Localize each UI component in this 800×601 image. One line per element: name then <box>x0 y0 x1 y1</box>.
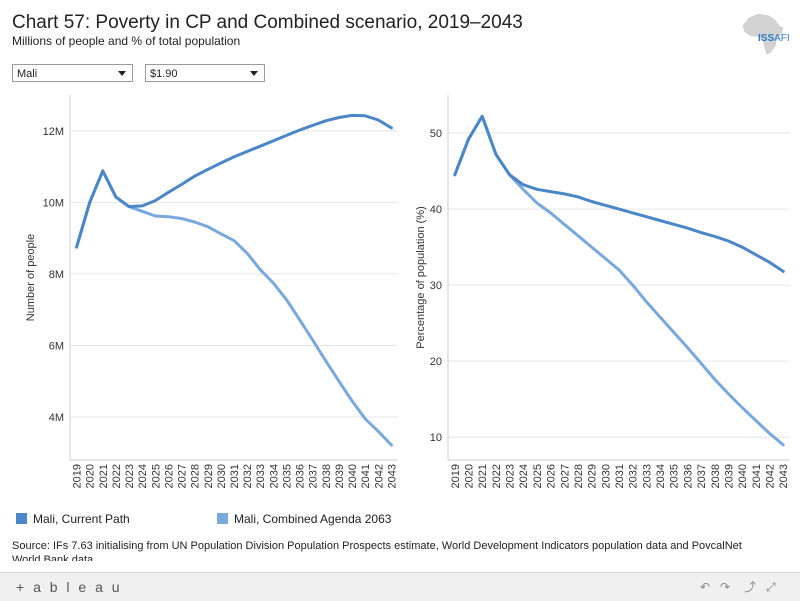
x-tick-label: 2038 <box>710 464 722 488</box>
x-tick-label: 2019 <box>72 464 84 488</box>
x-tick-label: 2037 <box>308 464 320 488</box>
y-tick-label: 12M <box>43 126 64 138</box>
y-tick-label: 20 <box>430 356 442 368</box>
y-tick-label: 10 <box>430 432 442 444</box>
chart-people: 4M 6M 8M 10M 12M 2019 2020 2021 2022 2023 2024 2025… <box>25 95 398 488</box>
x-tick-label: 2021 <box>98 464 110 488</box>
x-tick-label: 2034 <box>655 464 667 488</box>
chevron-down-icon <box>250 71 258 76</box>
x-tick-label: 2025 <box>150 464 162 488</box>
x-tick-label: 2033 <box>255 464 267 488</box>
y-axis-label: Percentage of population (%) <box>415 206 427 348</box>
country-select-value: Mali <box>17 68 38 80</box>
x-tick-label: 2023 <box>124 464 136 488</box>
poverty-line-select-value: $1.90 <box>150 68 178 80</box>
x-tick-label: 2038 <box>321 464 333 488</box>
y-tick-label: 10M <box>43 197 64 209</box>
tableau-footer: + a b l e a u ↶ ↷ ⤴ ⤢ <box>0 572 800 601</box>
x-tick-label: 2024 <box>518 464 530 488</box>
legend-label-combined-agenda: Mali, Combined Agenda 2063 <box>234 512 392 526</box>
source-note: Source: IFs 7.63 initialising from UN Po… <box>12 540 742 561</box>
x-tick-label: 2039 <box>334 464 346 488</box>
x-tick-label: 2022 <box>111 464 123 488</box>
undo-icon[interactable]: ↶ <box>700 580 711 594</box>
logo-text-sub: AFI <box>774 33 790 44</box>
x-tick-label: 2041 <box>751 464 763 488</box>
x-tick-label: 2026 <box>163 464 175 488</box>
x-tick-label: 2027 <box>559 464 571 488</box>
x-tick-label: 2022 <box>491 464 503 488</box>
x-tick-label: 2043 <box>778 464 790 488</box>
y-tick-label: 50 <box>430 128 442 140</box>
redo-icon[interactable]: ↷ <box>720 580 731 594</box>
x-tick-label: 2024 <box>137 464 149 488</box>
x-tick-label: 2020 <box>464 464 476 488</box>
x-tick-label: 2040 <box>347 464 359 488</box>
x-tick-label: 2032 <box>628 464 640 488</box>
page-subtitle: Millions of people and % of total popula… <box>12 34 241 48</box>
x-tick-label: 2030 <box>216 464 228 488</box>
x-tick-label: 2043 <box>386 464 398 488</box>
logo-text-main: ISS <box>758 33 775 44</box>
x-tick-label: 2028 <box>190 464 202 488</box>
legend-item-current-path[interactable]: Mali, Current Path <box>16 512 130 526</box>
legend-label-current-path: Mali, Current Path <box>33 512 130 526</box>
x-tick-label: 2025 <box>532 464 544 488</box>
x-tick-label: 2034 <box>268 464 280 488</box>
y-tick-label: 40 <box>430 204 442 216</box>
x-tick-label: 2039 <box>723 464 735 488</box>
share-icon[interactable]: ⤴ <box>744 580 757 594</box>
series-line-mali-combined-agenda-2063 <box>75 169 393 447</box>
x-tick-label: 2031 <box>229 464 241 488</box>
x-tick-label: 2032 <box>242 464 254 488</box>
x-tick-label: 2042 <box>373 464 385 488</box>
x-tick-label: 2042 <box>764 464 776 488</box>
series-line-mali-current-path <box>75 113 393 249</box>
fullscreen-icon[interactable]: ⤢ <box>766 580 776 594</box>
x-tick-label: 2037 <box>696 464 708 488</box>
y-tick-label: 8M <box>49 269 64 281</box>
x-tick-label: 2035 <box>669 464 681 488</box>
x-tick-label: 2029 <box>203 464 215 488</box>
x-tick-label: 2026 <box>546 464 558 488</box>
y-tick-label: 30 <box>430 280 442 292</box>
x-tick-label: 2041 <box>360 464 372 488</box>
chevron-down-icon <box>118 71 126 76</box>
series-line-mali-current-path <box>453 114 785 273</box>
x-tick-label: 2035 <box>281 464 293 488</box>
x-tick-label: 2023 <box>505 464 517 488</box>
x-tick-label: 2030 <box>600 464 612 488</box>
x-tick-label: 2040 <box>737 464 749 488</box>
x-tick-label: 2020 <box>85 464 97 488</box>
tableau-logo[interactable]: + a b l e a u <box>16 579 123 595</box>
legend-item-combined-agenda[interactable]: Mali, Combined Agenda 2063 <box>217 512 391 526</box>
x-tick-label: 2036 <box>682 464 694 488</box>
x-tick-label: 2031 <box>614 464 626 488</box>
x-tick-label: 2021 <box>477 464 489 488</box>
legend-swatch-combined-agenda <box>217 513 228 524</box>
x-tick-label: 2033 <box>641 464 653 488</box>
poverty-line-select[interactable]: $1.90 <box>145 64 265 82</box>
country-select[interactable]: Mali <box>12 64 133 82</box>
x-tick-label: 2028 <box>573 464 585 488</box>
africa-map-logo-icon <box>742 13 784 55</box>
x-tick-label: 2019 <box>450 464 462 488</box>
y-tick-label: 6M <box>49 340 64 352</box>
page-title: Chart 57: Poverty in CP and Combined sce… <box>12 12 523 33</box>
x-tick-label: 2036 <box>295 464 307 488</box>
logo-text: ISSAFI <box>758 33 790 44</box>
x-tick-label: 2027 <box>177 464 189 488</box>
y-tick-label: 4M <box>49 412 64 424</box>
y-axis-label: Number of people <box>25 234 37 321</box>
x-tick-label: 2029 <box>587 464 599 488</box>
legend-swatch-current-path <box>16 513 27 524</box>
